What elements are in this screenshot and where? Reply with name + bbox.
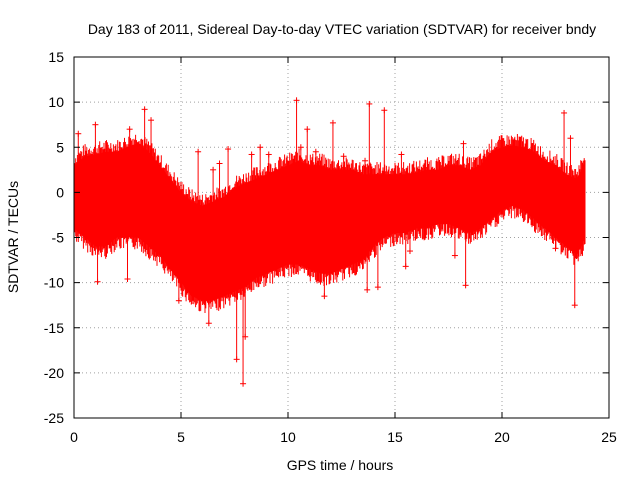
data-series-sdtvar — [73, 97, 586, 387]
y-axis-label: SDTVAR / TECUs — [5, 181, 21, 293]
x-tick-label: 0 — [70, 429, 78, 445]
chart-title: Day 183 of 2011, Sidereal Day-to-day VTE… — [88, 21, 596, 37]
x-axis-label: GPS time / hours — [287, 457, 394, 473]
y-tick-label: 0 — [56, 184, 64, 200]
x-tick-label: 5 — [177, 429, 185, 445]
y-tick-label: -5 — [52, 230, 65, 246]
x-tick-label: 10 — [280, 429, 296, 445]
axis-ticks: 0 5 10 15 20 25 15 10 5 0 -5 -10 -15 -20 -25 — [44, 49, 617, 445]
x-tick-label: 15 — [387, 429, 403, 445]
y-tick-label: -15 — [44, 320, 64, 336]
y-tick-label: -25 — [44, 410, 64, 426]
x-tick-label: 20 — [494, 429, 510, 445]
y-tick-label: -20 — [44, 365, 64, 381]
y-tick-label: 5 — [56, 139, 64, 155]
x-tick-label: 25 — [601, 429, 617, 445]
y-tick-label: 10 — [48, 94, 64, 110]
y-tick-label: 15 — [48, 49, 64, 65]
y-tick-label: -10 — [44, 275, 64, 291]
